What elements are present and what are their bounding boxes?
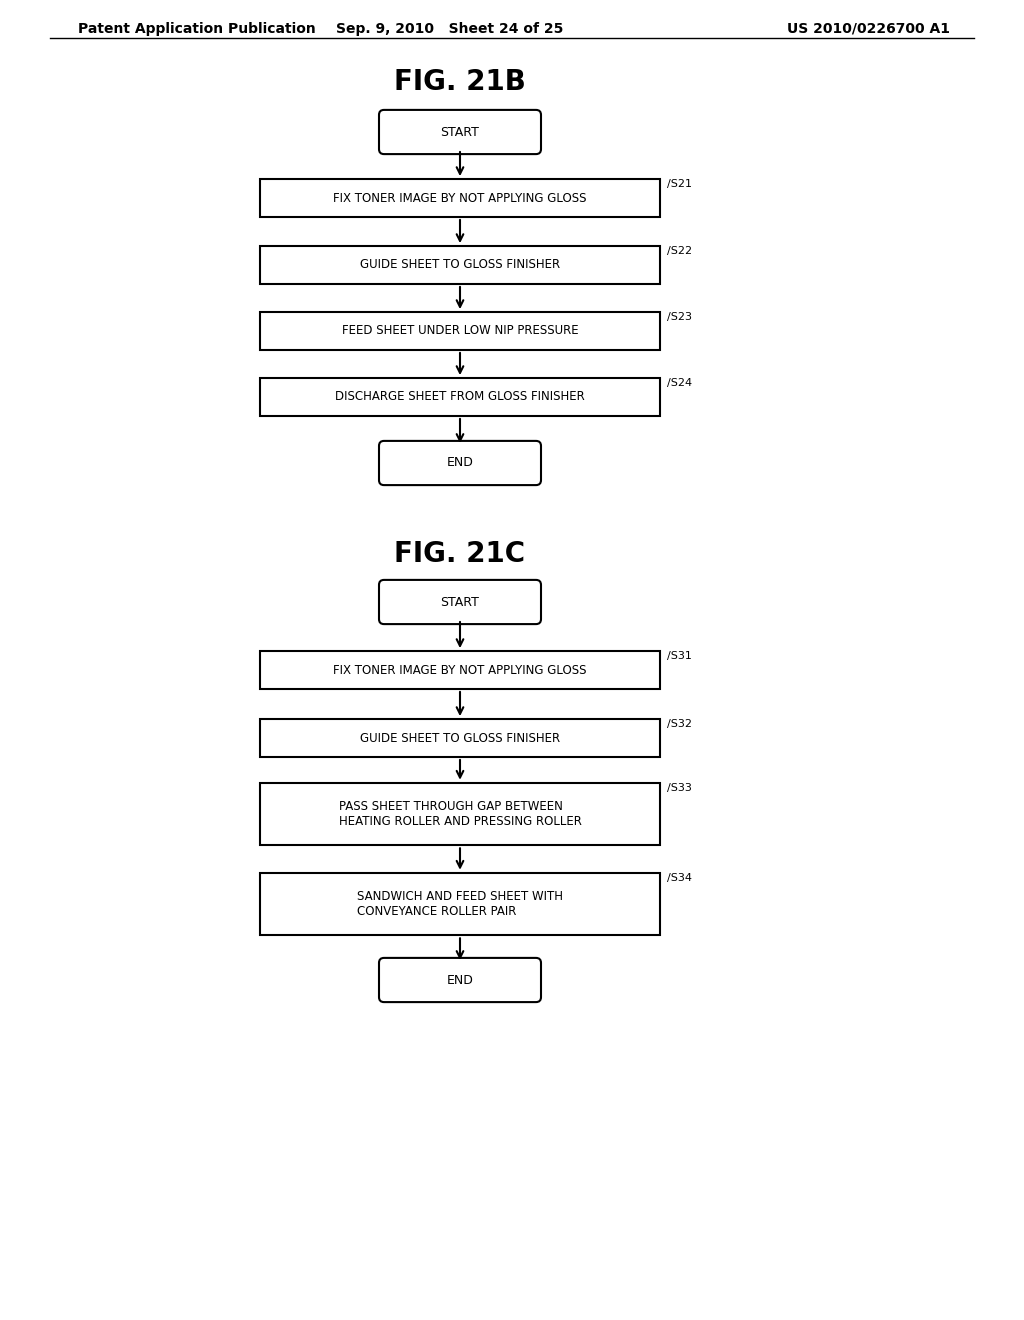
Bar xyxy=(260,873,660,936)
Text: DISCHARGE SHEET FROM GLOSS FINISHER: DISCHARGE SHEET FROM GLOSS FINISHER xyxy=(335,391,585,404)
Text: /S22: /S22 xyxy=(667,246,692,256)
Text: FIX TONER IMAGE BY NOT APPLYING GLOSS: FIX TONER IMAGE BY NOT APPLYING GLOSS xyxy=(333,664,587,676)
Bar xyxy=(260,180,660,216)
Text: FEED SHEET UNDER LOW NIP PRESSURE: FEED SHEET UNDER LOW NIP PRESSURE xyxy=(342,325,579,338)
Text: GUIDE SHEET TO GLOSS FINISHER: GUIDE SHEET TO GLOSS FINISHER xyxy=(360,731,560,744)
Text: /S31: /S31 xyxy=(667,651,692,661)
Bar xyxy=(260,246,660,284)
Bar xyxy=(260,312,660,350)
Text: /S33: /S33 xyxy=(667,783,692,792)
Text: SANDWICH AND FEED SHEET WITH
CONVEYANCE ROLLER PAIR: SANDWICH AND FEED SHEET WITH CONVEYANCE … xyxy=(357,890,563,917)
Text: END: END xyxy=(446,457,473,470)
Bar xyxy=(260,783,660,845)
FancyBboxPatch shape xyxy=(379,441,541,486)
Text: FIX TONER IMAGE BY NOT APPLYING GLOSS: FIX TONER IMAGE BY NOT APPLYING GLOSS xyxy=(333,191,587,205)
Bar xyxy=(260,719,660,756)
Text: US 2010/0226700 A1: US 2010/0226700 A1 xyxy=(787,22,950,36)
Text: /S21: /S21 xyxy=(667,180,692,189)
Text: PASS SHEET THROUGH GAP BETWEEN
HEATING ROLLER AND PRESSING ROLLER: PASS SHEET THROUGH GAP BETWEEN HEATING R… xyxy=(339,800,582,828)
Text: /S32: /S32 xyxy=(667,719,692,729)
Bar xyxy=(260,378,660,416)
Text: /S34: /S34 xyxy=(667,873,692,883)
FancyBboxPatch shape xyxy=(379,958,541,1002)
Text: START: START xyxy=(440,595,479,609)
Text: Patent Application Publication: Patent Application Publication xyxy=(78,22,315,36)
Text: /S23: /S23 xyxy=(667,312,692,322)
Bar xyxy=(260,651,660,689)
Text: GUIDE SHEET TO GLOSS FINISHER: GUIDE SHEET TO GLOSS FINISHER xyxy=(360,259,560,272)
Text: END: END xyxy=(446,974,473,986)
Text: Sep. 9, 2010   Sheet 24 of 25: Sep. 9, 2010 Sheet 24 of 25 xyxy=(336,22,563,36)
Text: FIG. 21B: FIG. 21B xyxy=(394,69,526,96)
FancyBboxPatch shape xyxy=(379,110,541,154)
Text: FIG. 21C: FIG. 21C xyxy=(394,540,525,568)
Text: START: START xyxy=(440,125,479,139)
Text: /S24: /S24 xyxy=(667,378,692,388)
FancyBboxPatch shape xyxy=(379,579,541,624)
